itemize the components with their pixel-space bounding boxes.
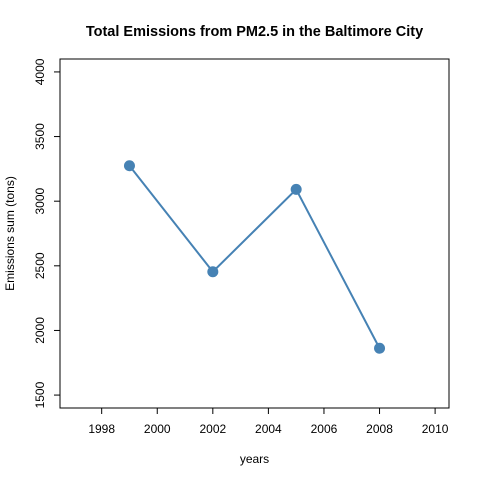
x-tick-label: 2000	[144, 422, 171, 436]
y-axis-label: Emissions sum (tons)	[3, 176, 17, 291]
y-tick-label: 2000	[33, 317, 47, 344]
data-point	[290, 183, 302, 195]
y-tick-label: 4000	[33, 58, 47, 85]
x-tick-label: 2006	[311, 422, 338, 436]
data-point	[123, 160, 135, 172]
plot-area-border	[59, 58, 450, 409]
y-axis: 1500 2000 2500 3000 3500 4000	[33, 58, 60, 408]
x-tick-label: 2002	[199, 422, 226, 436]
x-tick-label: 2004	[255, 422, 282, 436]
series-line	[128, 165, 381, 349]
x-axis-label: years	[240, 452, 269, 466]
x-tick-label: 1998	[88, 422, 115, 436]
data-point	[374, 342, 386, 354]
y-tick-label: 2500	[33, 252, 47, 279]
emissions-series	[123, 160, 386, 354]
chart-title: Total Emissions from PM2.5 in the Baltim…	[86, 24, 423, 40]
x-axis: 1998 2000 2002 2004 2006 2008 2010	[88, 408, 449, 436]
x-tick-label: 2008	[366, 422, 393, 436]
y-tick-label: 3500	[33, 123, 47, 150]
data-point	[207, 266, 219, 278]
y-tick-label: 1500	[33, 381, 47, 408]
x-tick-label: 2010	[422, 422, 449, 436]
y-tick-label: 3000	[33, 188, 47, 215]
